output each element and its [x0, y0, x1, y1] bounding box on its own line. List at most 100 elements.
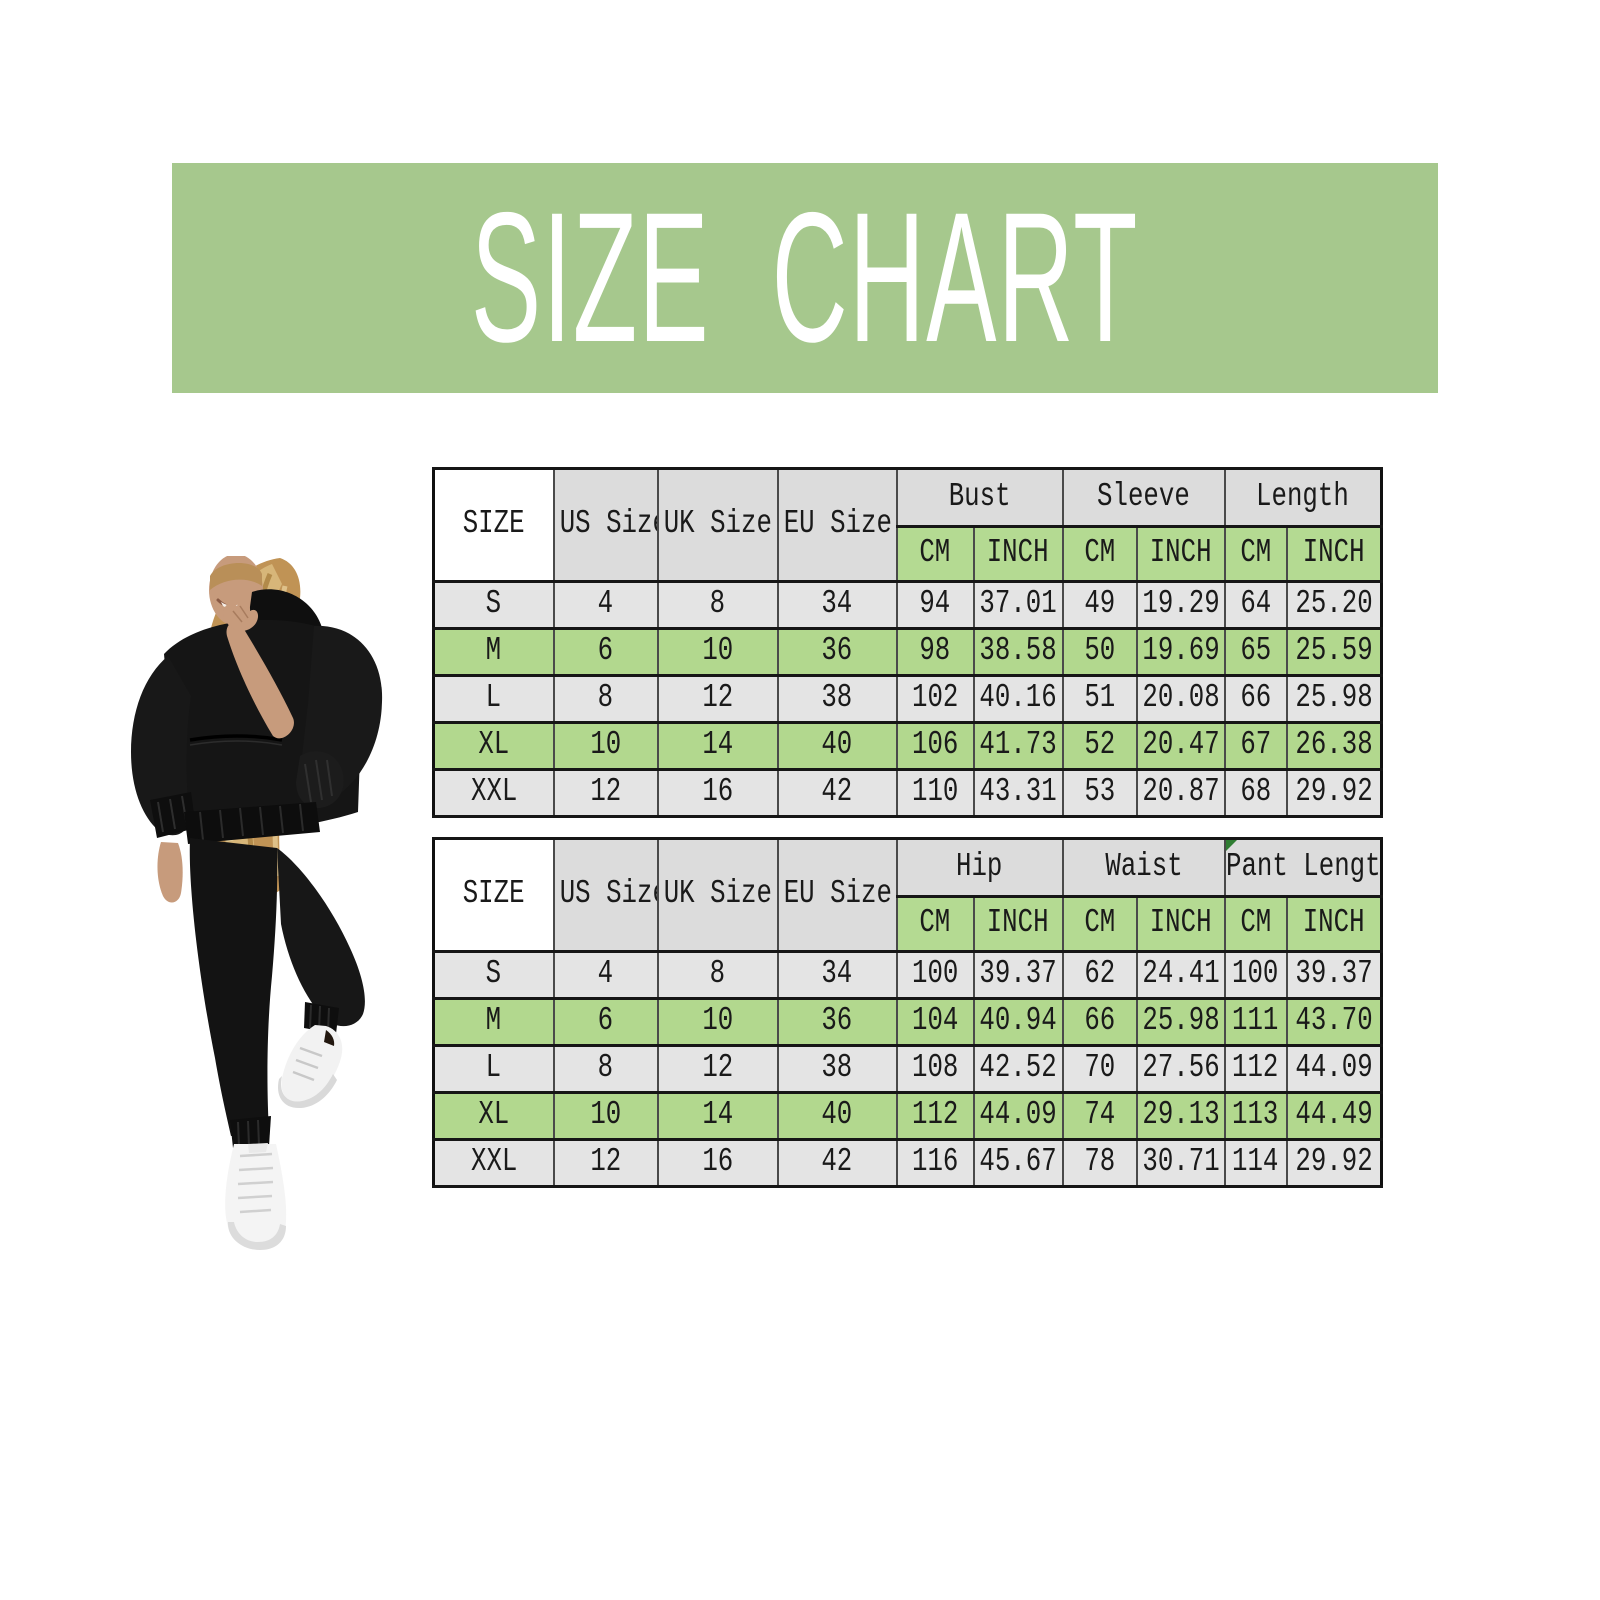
size-value-cell: 14 — [656, 1091, 779, 1141]
size-value-cell: 10 — [552, 1091, 659, 1141]
size-value-cell: 6 — [552, 997, 659, 1047]
measure-value-cell-text: 43.31 — [979, 773, 1057, 811]
unit-header-text: INCH — [1302, 534, 1365, 572]
measure-value-cell: 37.01 — [972, 580, 1064, 630]
measure-group-header: Bust — [895, 467, 1064, 528]
size-value-cell-text: 8 — [597, 679, 614, 717]
measure-value-cell: 25.98 — [1135, 997, 1226, 1047]
measure-value-cell: 44.49 — [1285, 1091, 1383, 1141]
size-row-xl: XL 10 14 40 112 44.09 74 29.13 113 44.49 — [432, 1091, 1383, 1141]
unit-header-text: CM — [1240, 904, 1271, 942]
measure-value-cell-text: 44.09 — [979, 1096, 1057, 1134]
measure-value-cell-text: 19.29 — [1141, 585, 1220, 623]
raised-sneaker — [277, 1025, 343, 1109]
measure-value-cell: 24.41 — [1135, 950, 1226, 1000]
size-value-cell: 12 — [656, 674, 779, 724]
measure-value-cell: 62 — [1061, 950, 1138, 1000]
size-value-cell: 38 — [776, 1044, 898, 1094]
size-value-cell-text: 8 — [597, 1049, 614, 1087]
size-label-cell: XL — [432, 721, 555, 771]
size-row-s: S 4 8 34 94 37.01 49 19.29 64 25.20 — [432, 580, 1383, 630]
measure-value-cell-text: 44.09 — [1295, 1049, 1373, 1087]
size-value-cell: 12 — [552, 768, 659, 818]
measure-value-cell: 49 — [1061, 580, 1138, 630]
unit-header-text: CM — [1084, 904, 1115, 942]
measure-value-cell: 68 — [1223, 768, 1288, 818]
size-value-cell: 4 — [552, 950, 659, 1000]
size-value-cell: 10 — [552, 721, 659, 771]
measure-value-cell: 27.56 — [1135, 1044, 1226, 1094]
size-value-cell-text: 34 — [821, 955, 853, 993]
size-value-cell-text: 4 — [597, 585, 614, 623]
measure-value-cell: 78 — [1061, 1138, 1138, 1188]
size-label-cell: XXL — [432, 1138, 555, 1188]
unit-header-text: INCH — [1149, 904, 1212, 942]
measure-value-cell: 106 — [895, 721, 975, 771]
measure-value-cell: 42.52 — [972, 1044, 1064, 1094]
measure-value-cell-text: 29.92 — [1295, 773, 1373, 811]
size-label-cell-text: L — [486, 1049, 502, 1087]
measure-value-cell: 20.87 — [1135, 768, 1226, 818]
measure-value-cell: 25.59 — [1285, 627, 1383, 677]
measure-value-cell: 70 — [1061, 1044, 1138, 1094]
measure-value-cell-text: 94 — [919, 585, 951, 623]
measure-value-cell-text: 41.73 — [979, 726, 1057, 764]
size-label-cell: M — [432, 627, 555, 677]
size-chart-table: SIZE US Size UK Size EU Size Hip Waist Pant Le… — [432, 837, 1384, 1188]
size-value-cell: 8 — [656, 580, 779, 630]
measure-value-cell: 100 — [895, 950, 975, 1000]
measure-value-cell-text: 37.01 — [979, 585, 1057, 623]
measure-value-cell-text: 66 — [1240, 679, 1271, 717]
banner-title: SIZE CHART — [471, 174, 1139, 381]
size-row-xl: XL 10 14 40 106 41.73 52 20.47 67 26.38 — [432, 721, 1383, 771]
size-value-cell-text: 36 — [821, 1002, 853, 1040]
size-value-cell-text: 42 — [821, 773, 853, 811]
measure-value-cell: 20.08 — [1135, 674, 1226, 724]
size-value-cell-text: 14 — [702, 1096, 733, 1134]
measure-value-cell-text: 106 — [911, 726, 959, 764]
size-label-cell-text: XXL — [470, 773, 517, 811]
unit-header: INCH — [1135, 895, 1226, 953]
measure-value-cell-text: 110 — [911, 773, 959, 811]
size-value-cell-text: 38 — [821, 679, 853, 717]
measure-value-cell: 53 — [1061, 768, 1138, 818]
size-label-cell: S — [432, 580, 555, 630]
measure-value-cell: 98 — [895, 627, 975, 677]
size-value-cell-text: 8 — [709, 955, 726, 993]
size-value-cell: 38 — [776, 674, 898, 724]
measure-value-cell: 29.92 — [1285, 768, 1383, 818]
measure-value-cell-text: 66 — [1084, 1002, 1115, 1040]
size-row-m: M 6 10 36 98 38.58 50 19.69 65 25.59 — [432, 627, 1383, 677]
measure-value-cell-text: 98 — [919, 632, 951, 670]
size-system-header: UK Size — [656, 467, 779, 583]
measure-value-cell-text: 19.69 — [1141, 632, 1220, 670]
measure-group-header: Hip — [895, 837, 1064, 898]
measure-value-cell-text: 39.37 — [1295, 955, 1373, 993]
measure-value-cell-text: 74 — [1084, 1096, 1115, 1134]
measure-value-cell: 44.09 — [972, 1091, 1064, 1141]
measure-value-cell-text: 64 — [1240, 585, 1271, 623]
size-value-cell: 16 — [656, 1138, 779, 1188]
measure-value-cell-text: 25.20 — [1295, 585, 1373, 623]
measure-value-cell: 29.92 — [1285, 1138, 1383, 1188]
unit-header: CM — [1061, 525, 1138, 583]
measure-value-cell-text: 20.08 — [1141, 679, 1220, 717]
size-value-cell-text: 16 — [702, 1143, 733, 1181]
measure-value-cell: 104 — [895, 997, 975, 1047]
measure-value-cell: 44.09 — [1285, 1044, 1383, 1094]
size-value-cell: 10 — [656, 627, 779, 677]
size-corner-cell: SIZE — [432, 467, 555, 583]
measure-value-cell: 112 — [1223, 1044, 1288, 1094]
standing-sneaker — [225, 1143, 287, 1250]
size-label-cell: L — [432, 674, 555, 724]
size-value-cell-text: 6 — [597, 632, 614, 670]
measure-value-cell: 52 — [1061, 721, 1138, 771]
measure-value-cell: 41.73 — [972, 721, 1064, 771]
size-label-cell: M — [432, 997, 555, 1047]
measure-value-cell-text: 20.47 — [1141, 726, 1220, 764]
measure-value-cell: 114 — [1223, 1138, 1288, 1188]
size-row-m: M 6 10 36 104 40.94 66 25.98 111 43.70 — [432, 997, 1383, 1047]
size-value-cell: 8 — [656, 950, 779, 1000]
measure-value-cell-text: 42.52 — [979, 1049, 1057, 1087]
measure-value-cell-text: 104 — [911, 1002, 959, 1040]
